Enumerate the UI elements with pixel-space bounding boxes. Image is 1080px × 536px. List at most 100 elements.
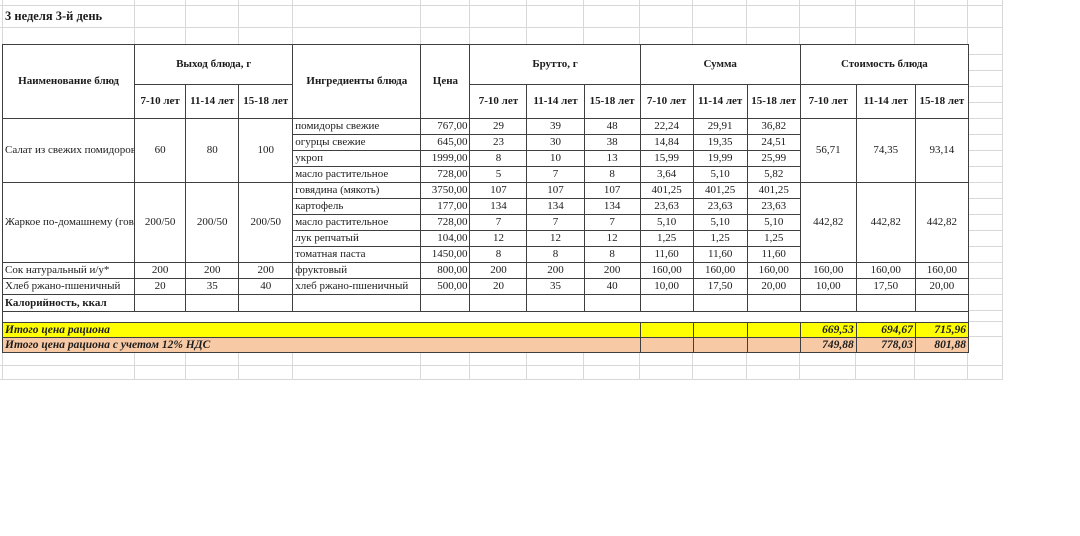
gross-cell[interactable]: 13 (583, 150, 641, 167)
sum-cell[interactable]: 24,51 (746, 134, 801, 151)
price-cell[interactable]: 1450,00 (420, 246, 471, 263)
sheet-title[interactable]: 3 неделя 3-й день (5, 9, 103, 23)
gross-cell[interactable]: 7 (526, 214, 585, 231)
gross-cell[interactable]: 12 (469, 230, 528, 247)
gross-cell[interactable]: 23 (469, 134, 528, 151)
empty-cell[interactable] (185, 294, 240, 312)
ingredient-cell[interactable]: помидоры свежие (292, 118, 422, 135)
sum-cell[interactable]: 1,25 (746, 230, 801, 247)
dish-name-cell[interactable]: Сок натуральный и/у* (1, 262, 136, 279)
empty-cell[interactable] (292, 294, 422, 312)
gross-cell[interactable]: 35 (526, 278, 585, 295)
dish-cost-cell[interactable]: 93,14 (914, 118, 970, 183)
sum-cell[interactable]: 19,99 (692, 150, 748, 167)
total-value-cell[interactable]: 694,67 (855, 322, 916, 338)
empty-cell[interactable] (238, 294, 294, 312)
price-cell[interactable]: 767,00 (420, 118, 471, 135)
output-cell[interactable]: 60 (134, 118, 187, 183)
empty-cell[interactable] (692, 322, 748, 338)
sum-cell[interactable]: 5,10 (746, 214, 801, 231)
gross-cell[interactable]: 200 (469, 262, 528, 279)
output-cell[interactable]: 200 (185, 262, 240, 279)
ingredient-cell[interactable]: томатная паста (292, 246, 422, 263)
age-header[interactable]: 15-18 лет (746, 84, 801, 119)
sum-cell[interactable]: 20,00 (746, 278, 801, 295)
empty-cell[interactable] (799, 294, 857, 312)
gross-cell[interactable]: 38 (583, 134, 641, 151)
empty-cell[interactable] (746, 337, 801, 353)
sum-cell[interactable]: 10,00 (639, 278, 694, 295)
sum-cell[interactable]: 23,63 (639, 198, 694, 215)
gross-cell[interactable]: 107 (526, 182, 585, 199)
gross-cell[interactable]: 20 (469, 278, 528, 295)
gross-cell[interactable]: 40 (583, 278, 641, 295)
output-cell[interactable]: 200/50 (134, 182, 187, 263)
sum-cell[interactable]: 1,25 (639, 230, 694, 247)
sum-cell[interactable]: 5,10 (692, 214, 748, 231)
gross-cell[interactable]: 8 (583, 246, 641, 263)
output-cell[interactable]: 200 (134, 262, 187, 279)
dish-cost-cell[interactable]: 160,00 (855, 262, 916, 279)
gross-cell[interactable]: 200 (583, 262, 641, 279)
dish-cost-cell[interactable]: 160,00 (799, 262, 857, 279)
gross-cell[interactable]: 48 (583, 118, 641, 135)
col-header-ingredients[interactable]: Ингредиенты блюда (292, 44, 422, 119)
empty-cell[interactable] (134, 294, 187, 312)
price-cell[interactable]: 728,00 (420, 214, 471, 231)
dish-cost-cell[interactable]: 442,82 (914, 182, 970, 263)
gross-cell[interactable]: 7 (583, 214, 641, 231)
age-header[interactable]: 11-14 лет (185, 84, 240, 119)
vat-total-value-cell[interactable]: 801,88 (914, 337, 970, 353)
sum-cell[interactable]: 11,60 (692, 246, 748, 263)
sum-cell[interactable]: 5,10 (639, 214, 694, 231)
sum-cell[interactable]: 160,00 (746, 262, 801, 279)
gross-cell[interactable]: 107 (469, 182, 528, 199)
gross-cell[interactable]: 7 (469, 214, 528, 231)
output-cell[interactable]: 35 (185, 278, 240, 295)
output-cell[interactable]: 20 (134, 278, 187, 295)
age-header[interactable]: 7-10 лет (469, 84, 528, 119)
gross-cell[interactable]: 8 (469, 246, 528, 263)
age-header[interactable]: 15-18 лет (583, 84, 641, 119)
empty-cell[interactable] (639, 337, 694, 353)
col-header-sum-group[interactable]: Сумма (639, 44, 801, 85)
sum-cell[interactable]: 23,63 (746, 198, 801, 215)
gross-cell[interactable]: 8 (526, 246, 585, 263)
col-header-gross-group[interactable]: Брутто, г (469, 44, 641, 85)
dish-cost-cell[interactable]: 442,82 (799, 182, 857, 263)
gross-cell[interactable]: 134 (583, 198, 641, 215)
sum-cell[interactable]: 11,60 (639, 246, 694, 263)
total-value-cell[interactable]: 715,96 (914, 322, 970, 338)
sum-cell[interactable]: 15,99 (639, 150, 694, 167)
age-header[interactable]: 11-14 лет (855, 84, 916, 119)
sum-cell[interactable]: 401,25 (639, 182, 694, 199)
sum-cell[interactable]: 160,00 (639, 262, 694, 279)
sum-cell[interactable]: 5,10 (692, 166, 748, 183)
total-value-cell[interactable]: 669,53 (799, 322, 857, 338)
output-cell[interactable]: 40 (238, 278, 294, 295)
age-header[interactable]: 11-14 лет (526, 84, 585, 119)
dish-cost-cell[interactable]: 20,00 (914, 278, 970, 295)
col-header-output-group[interactable]: Выход блюда, г (134, 44, 294, 85)
gross-cell[interactable]: 5 (469, 166, 528, 183)
price-cell[interactable]: 3750,00 (420, 182, 471, 199)
age-header[interactable]: 7-10 лет (134, 84, 187, 119)
ingredient-cell[interactable]: лук репчатый (292, 230, 422, 247)
col-header-dish[interactable]: Наименование блюд (1, 44, 136, 119)
empty-cell[interactable] (855, 294, 916, 312)
sum-cell[interactable]: 17,50 (692, 278, 748, 295)
total-row-label[interactable]: Итого цена рациона (2, 322, 641, 338)
ingredient-cell[interactable]: укроп (292, 150, 422, 167)
price-cell[interactable]: 1999,00 (420, 150, 471, 167)
gross-cell[interactable]: 12 (526, 230, 585, 247)
empty-cell[interactable] (639, 294, 694, 312)
ingredient-cell[interactable]: говядина (мякоть) (292, 182, 422, 199)
gross-cell[interactable]: 10 (526, 150, 585, 167)
vat-total-value-cell[interactable]: 778,03 (855, 337, 916, 353)
gross-cell[interactable]: 30 (526, 134, 585, 151)
price-cell[interactable]: 177,00 (420, 198, 471, 215)
col-header-cost-group[interactable]: Стоимость блюда (799, 44, 970, 85)
dish-cost-cell[interactable]: 56,71 (799, 118, 857, 183)
age-header[interactable]: 11-14 лет (692, 84, 748, 119)
price-cell[interactable]: 800,00 (420, 262, 471, 279)
